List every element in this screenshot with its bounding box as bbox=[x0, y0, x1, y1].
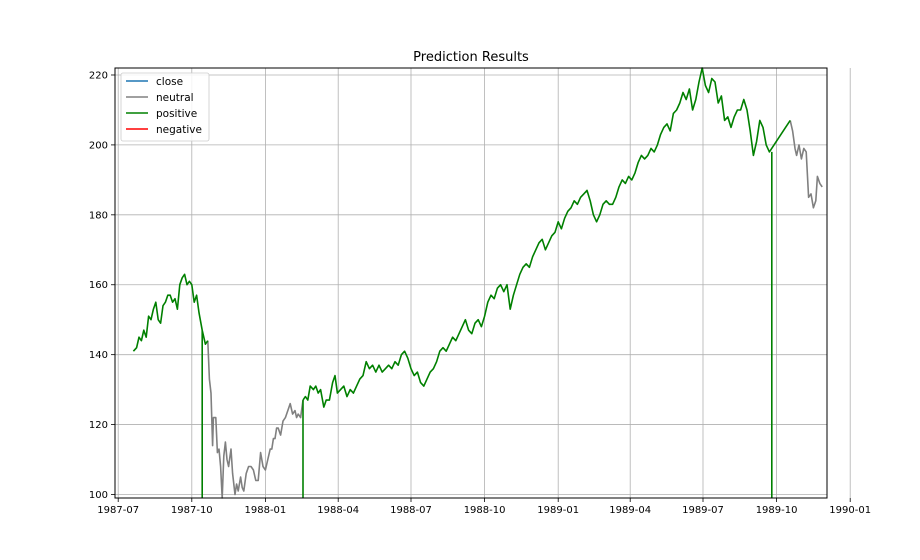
plot-frame bbox=[114, 67, 828, 499]
chart-title: Prediction Results bbox=[413, 50, 529, 65]
x-tick-label: 1989-07 bbox=[682, 505, 724, 516]
x-tick-label: 1988-04 bbox=[317, 505, 359, 516]
x-tick-label: 1987-10 bbox=[171, 505, 213, 516]
y-tick-label: 180 bbox=[89, 210, 108, 221]
legend-box bbox=[120, 72, 210, 142]
legend-label-positive: positive bbox=[156, 108, 197, 120]
x-tick-label: 1988-07 bbox=[390, 505, 432, 516]
series-line-neutral bbox=[789, 120, 823, 209]
x-axis: 1987-07 1987-10 1988-01 1988-04 1988-07 1988-… bbox=[97, 498, 871, 516]
y-axis: 100 120 140 160 180 200 220 bbox=[89, 70, 115, 501]
y-tick-label: 140 bbox=[89, 350, 108, 361]
legend-label-neutral: neutral bbox=[156, 92, 194, 104]
y-tick-label: 220 bbox=[89, 70, 108, 81]
x-tick-label: 1988-10 bbox=[464, 505, 506, 516]
grid bbox=[115, 68, 851, 498]
y-tick-label: 200 bbox=[89, 140, 108, 151]
x-tick-label: 1989-01 bbox=[537, 505, 579, 516]
series-line-positive bbox=[132, 273, 209, 352]
x-tick-label: 1987-07 bbox=[97, 505, 139, 516]
x-tick-label: 1990-01 bbox=[829, 505, 871, 516]
legend: close neutral positive negative bbox=[120, 72, 210, 142]
series-layer bbox=[132, 67, 823, 499]
series-line-positive bbox=[302, 67, 791, 408]
y-tick-label: 160 bbox=[89, 280, 108, 291]
x-tick-label: 1989-04 bbox=[609, 505, 651, 516]
legend-label-negative: negative bbox=[156, 124, 202, 136]
x-tick-label: 1988-01 bbox=[245, 505, 287, 516]
series-line-neutral bbox=[207, 340, 304, 499]
y-tick-label: 120 bbox=[89, 420, 108, 431]
legend-label-close: close bbox=[156, 76, 183, 88]
x-tick-label: 1989-10 bbox=[756, 505, 798, 516]
y-tick-label: 100 bbox=[89, 490, 108, 501]
